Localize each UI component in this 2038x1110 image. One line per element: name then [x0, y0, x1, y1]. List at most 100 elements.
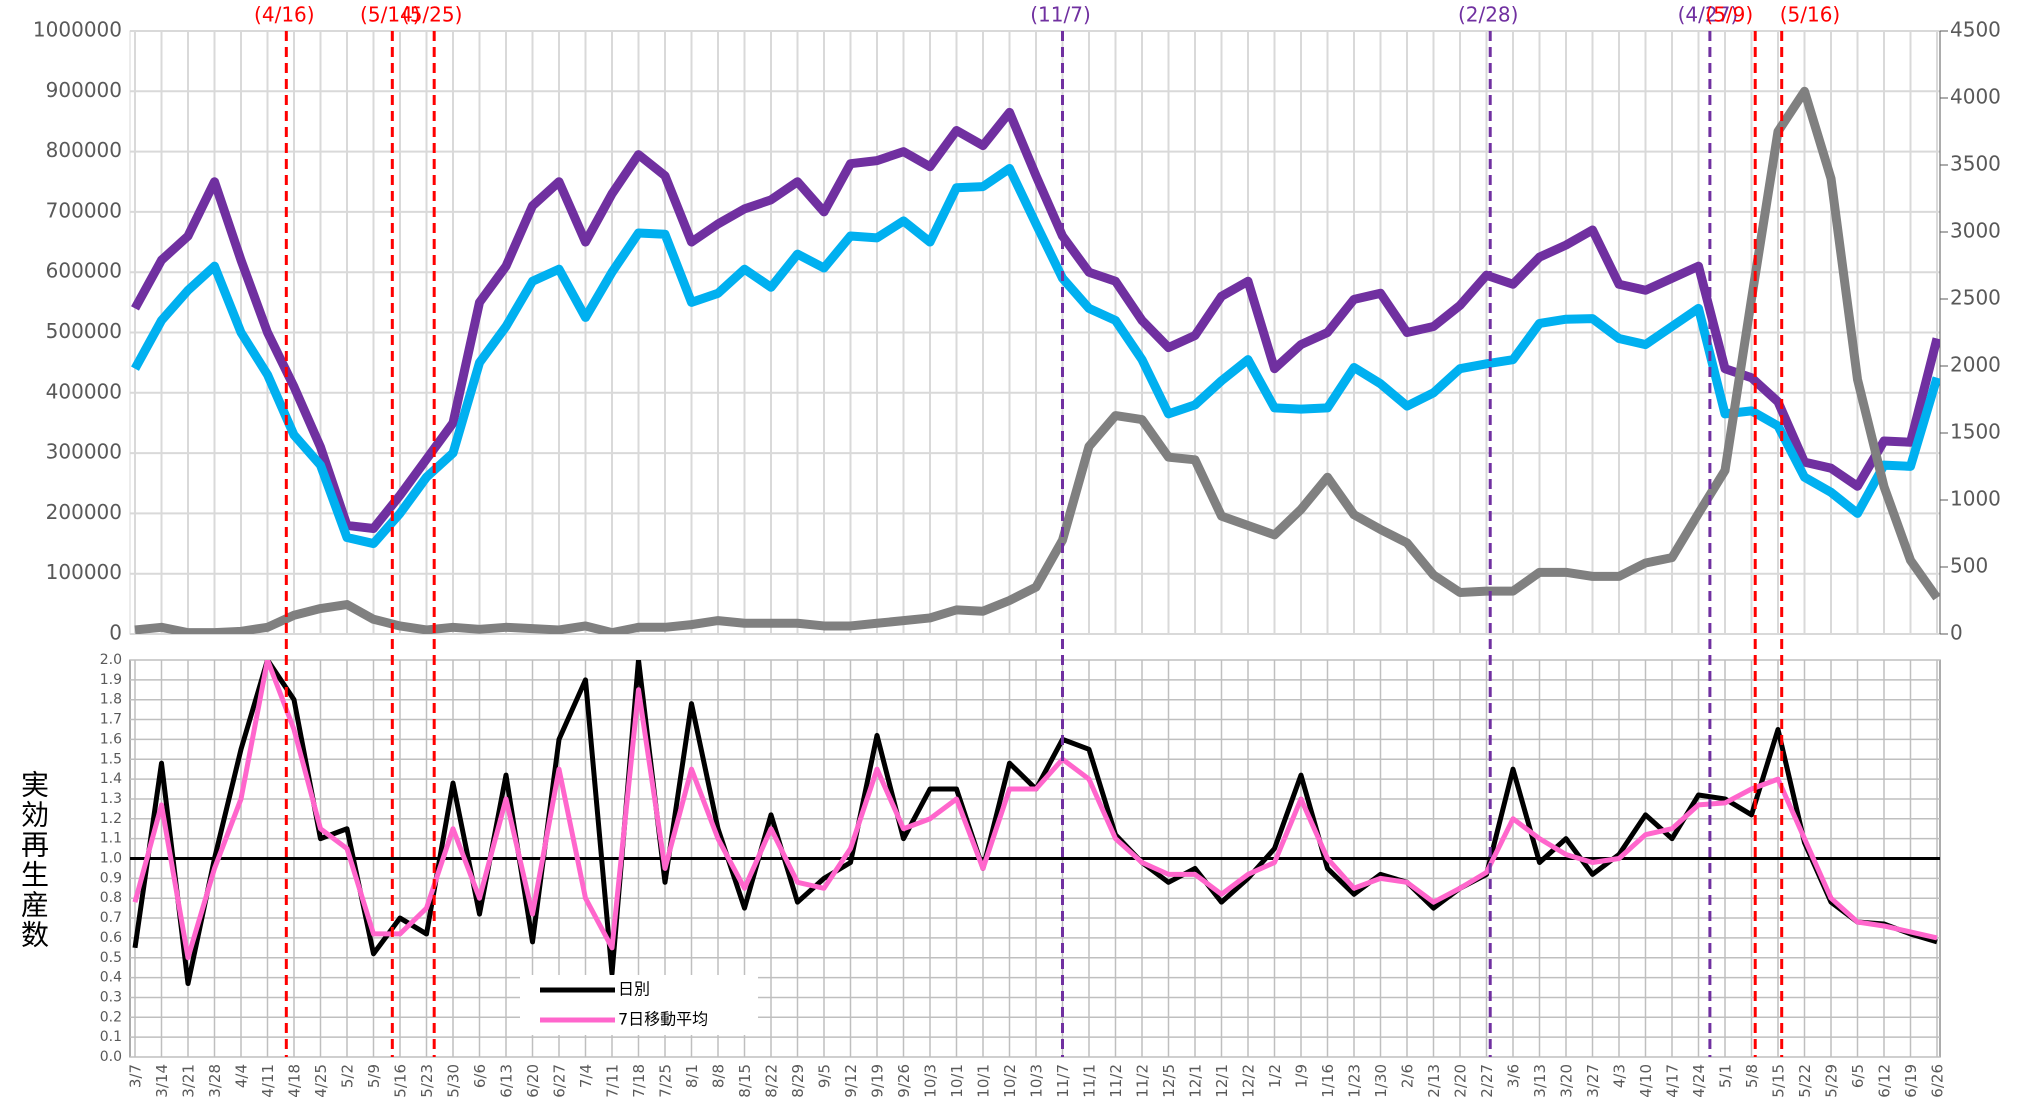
- x-tick-label: 11/2: [1107, 1064, 1125, 1098]
- y2-tick-label: 1500: [1950, 420, 2001, 444]
- x-tick-label: 8/29: [789, 1064, 807, 1098]
- x-tick-label: 3/27: [1584, 1064, 1602, 1098]
- x-tick-label: 6/27: [551, 1064, 569, 1098]
- x-tick-label: 5/30: [445, 1064, 463, 1098]
- y-tick-label: 600000: [46, 259, 122, 283]
- x-tick-label: 4/4: [233, 1064, 251, 1088]
- x-tick-label: 6/19: [1902, 1064, 1920, 1098]
- x-tick-label: 2/6: [1399, 1064, 1417, 1088]
- y-tick-label: 800000: [46, 138, 122, 162]
- event-label: (5/14): [360, 3, 421, 27]
- x-tick-label: 5/1: [1717, 1064, 1735, 1088]
- y-tick-label: 500000: [46, 319, 122, 343]
- y-tick-label: 0: [109, 621, 122, 645]
- labels: 3/7 3/14 3/21 3/28 4/4 4/11 4/18 4/25 5/2 5/9 5/16…: [17, 3, 2001, 1098]
- y-axis-label: 実効再生産数: [17, 770, 50, 950]
- y-tick-label: 0.8: [100, 890, 122, 906]
- x-tick-label: 4/24: [1690, 1064, 1708, 1098]
- x-tick-label: 6/20: [524, 1064, 542, 1098]
- y-tick-label: 0.0: [100, 1049, 122, 1065]
- y-tick-label: 0.4: [100, 970, 122, 986]
- x-tick-label: 3/14: [153, 1064, 171, 1098]
- x-tick-label: 10/1: [975, 1064, 993, 1098]
- y-tick-label: 1.0: [100, 851, 122, 867]
- y-tick-label: 1.5: [100, 751, 122, 767]
- y2-tick-label: 1000: [1950, 487, 2001, 511]
- y-tick-label: 0.6: [100, 930, 122, 946]
- x-tick-label: 3/13: [1531, 1064, 1549, 1098]
- x-tick-label: 5/22: [1796, 1064, 1814, 1098]
- y-tick-label: 0.7: [100, 910, 122, 926]
- x-tick-label: 4/18: [286, 1064, 304, 1098]
- x-tick-label: 11/7: [1054, 1064, 1072, 1098]
- event-label: (5/16): [1780, 3, 1841, 27]
- x-tick-label: 9/26: [895, 1064, 913, 1098]
- event-label: (2/28): [1458, 3, 1519, 27]
- legend-label: 日別: [618, 980, 650, 999]
- y2-tick-label: 2000: [1950, 353, 2001, 377]
- x-tick-label: 5/16: [392, 1064, 410, 1098]
- grid: [129, 30, 1948, 1058]
- x-tick-label: 9/12: [842, 1064, 860, 1098]
- y-tick-label: 0.2: [100, 1009, 122, 1025]
- x-tick-label: 11/2: [1134, 1064, 1152, 1098]
- x-tick-label: 5/9: [365, 1064, 383, 1088]
- y-tick-label: 400000: [46, 379, 122, 403]
- y2-tick-label: 2500: [1950, 286, 2001, 310]
- x-tick-label: 12/5: [1160, 1064, 1178, 1098]
- x-tick-label: 1/30: [1372, 1064, 1390, 1098]
- x-tick-label: 5/29: [1823, 1064, 1841, 1098]
- y-tick-label: 1000000: [33, 18, 122, 42]
- x-tick-label: 4/10: [1637, 1064, 1655, 1098]
- x-tick-label: 1/16: [1319, 1064, 1337, 1098]
- y-tick-label: 0.1: [100, 1029, 122, 1045]
- y-tick-label: 700000: [46, 198, 122, 222]
- x-tick-label: 10/3: [922, 1064, 940, 1098]
- x-tick-label: 6/6: [471, 1064, 489, 1088]
- x-tick-label: 6/5: [1849, 1064, 1867, 1088]
- event-label: (5/9): [1705, 3, 1753, 27]
- x-tick-label: 2/27: [1478, 1064, 1496, 1098]
- y2-tick-label: 3500: [1950, 152, 2001, 176]
- x-tick-label: 12/2: [1240, 1064, 1258, 1098]
- y-tick-label: 200000: [46, 500, 122, 524]
- x-tick-label: 10/3: [1028, 1064, 1046, 1098]
- y2-tick-label: 3000: [1950, 219, 2001, 243]
- y2-tick-label: 500: [1950, 554, 1988, 578]
- event-label: (11/7): [1030, 3, 1091, 27]
- y-tick-label: 1.6: [100, 731, 122, 747]
- x-tick-label: 3/20: [1558, 1064, 1576, 1098]
- x-tick-label: 12/1: [1187, 1064, 1205, 1098]
- x-tick-label: 2/13: [1425, 1064, 1443, 1098]
- x-tick-label: 5/2: [339, 1064, 357, 1088]
- x-tick-label: 9/5: [816, 1064, 834, 1088]
- x-tick-label: 5/8: [1743, 1064, 1761, 1088]
- event-label: (4/16): [254, 3, 315, 27]
- y-tick-label: 0.5: [100, 950, 122, 966]
- x-tick-label: 3/21: [180, 1064, 198, 1098]
- y-tick-label: 0.3: [100, 989, 122, 1005]
- x-tick-label: 3/7: [127, 1064, 145, 1088]
- x-tick-label: 6/12: [1876, 1064, 1894, 1098]
- legend-box: [520, 975, 758, 1035]
- x-tick-label: 6/13: [498, 1064, 516, 1098]
- x-tick-label: 3/28: [206, 1064, 224, 1098]
- x-tick-label: 10/1: [948, 1064, 966, 1098]
- x-tick-label: 8/8: [710, 1064, 728, 1088]
- x-tick-label: 5/23: [418, 1064, 436, 1098]
- x-tick-label: 4/25: [312, 1064, 330, 1098]
- x-tick-label: 4/3: [1611, 1064, 1629, 1088]
- y-tick-label: 2.0: [100, 652, 122, 668]
- marks: [130, 31, 1940, 1057]
- x-tick-label: 4/11: [259, 1064, 277, 1098]
- y-tick-label: 1.4: [100, 771, 122, 787]
- legend-label: 7日移動平均: [618, 1010, 708, 1029]
- y-tick-label: 1.3: [100, 791, 122, 807]
- x-tick-label: 9/19: [869, 1064, 887, 1098]
- x-tick-label: 1/9: [1293, 1064, 1311, 1088]
- x-tick-label: 7/4: [577, 1064, 595, 1088]
- x-tick-label: 3/6: [1505, 1064, 1523, 1088]
- x-tick-label: 7/18: [630, 1064, 648, 1098]
